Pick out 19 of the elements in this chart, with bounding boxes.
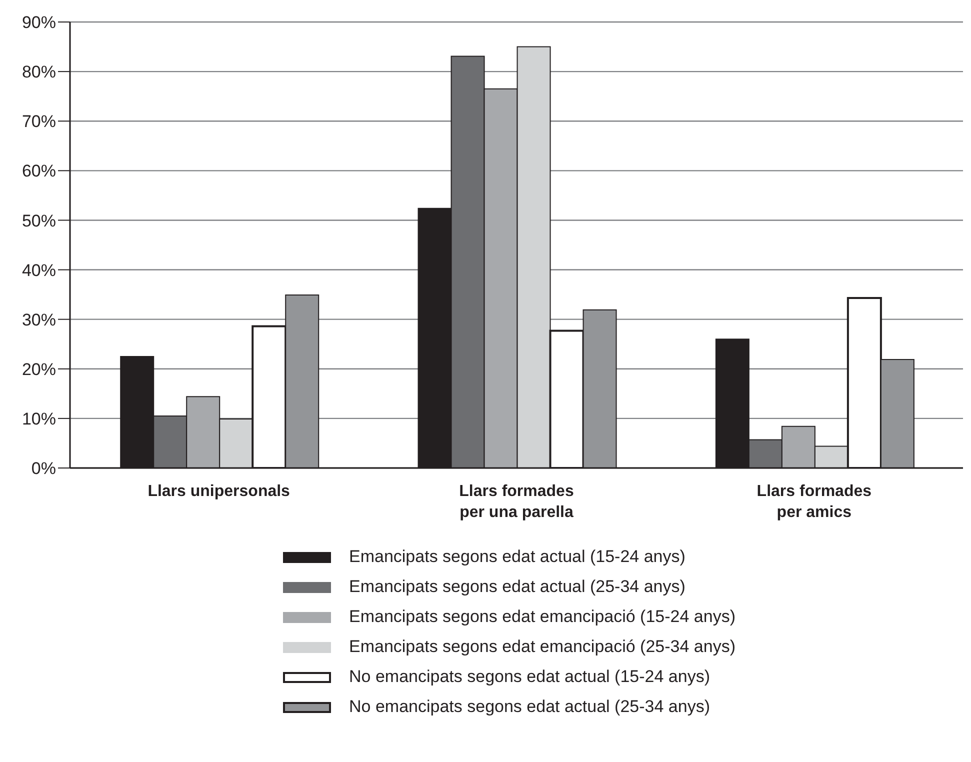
x-tick-label: Llars formades per amics [756, 483, 872, 521]
legend-label: Emancipats segons edat emancipació (15-24 anys) [349, 607, 736, 627]
legend-label: No emancipats segons edat actual (15-24 anys) [349, 667, 710, 687]
legend-label: Emancipats segons edat actual (15-24 anys) [349, 547, 686, 567]
legend-label: Emancipats segons edat emancipació (25-34 anys) [349, 637, 736, 657]
legend-label: No emancipats segons edat actual (25-34 anys) [349, 697, 710, 717]
y-tick-label: 0% [31, 459, 56, 478]
x-tick-label: Llars unipersonals [148, 483, 290, 500]
y-tick-label: 50% [22, 211, 56, 230]
y-tick-label: 70% [22, 112, 56, 132]
y-tick-label: 90% [22, 13, 56, 32]
y-tick-label: 40% [22, 260, 56, 280]
y-tick-label: 30% [22, 310, 56, 330]
y-tick-label: 20% [22, 360, 56, 379]
y-tick-label: 80% [22, 62, 56, 82]
x-tick-label: Llars formades per una parella [459, 483, 574, 521]
y-tick-label: 10% [22, 409, 56, 428]
legend-label: Emancipats segons edat actual (25-34 anys) [349, 577, 686, 597]
y-tick-label: 60% [22, 162, 56, 181]
